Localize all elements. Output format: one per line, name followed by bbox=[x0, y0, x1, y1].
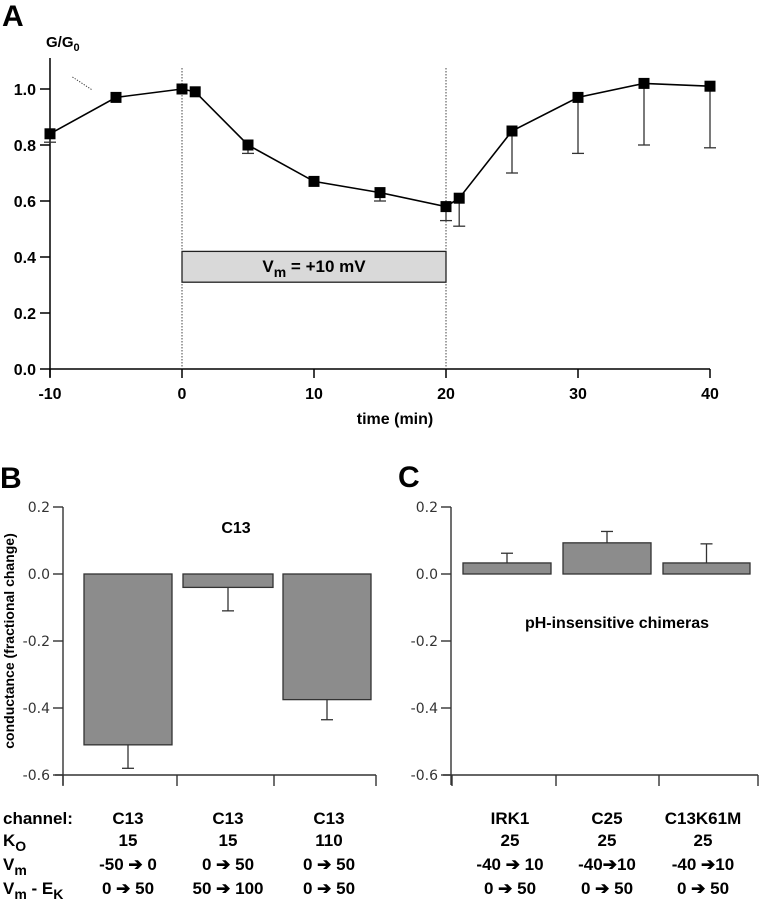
table-cell-vm: -50 ➔ 0 bbox=[99, 855, 157, 874]
panel-label-a: A bbox=[2, 0, 24, 33]
table-cell-ko: 25 bbox=[501, 831, 520, 850]
panel-label-b: B bbox=[0, 462, 22, 495]
table-cell-vm: -40➔10 bbox=[578, 855, 636, 874]
panel-b-bar bbox=[282, 573, 372, 701]
panel-a-data-point bbox=[453, 192, 465, 204]
panel-a-data-point bbox=[308, 175, 320, 187]
panel-b-y-tick-label: -0.6 bbox=[23, 768, 50, 784]
panel-a-data-point bbox=[440, 201, 452, 213]
panel-a-data-point bbox=[506, 125, 518, 137]
panel-b-bar bbox=[83, 573, 173, 746]
panel-a-ylabel: G/G0 bbox=[46, 34, 80, 54]
panel-a-y-tick-label: 0.2 bbox=[14, 306, 36, 323]
panel-b-title: C13 bbox=[221, 520, 250, 537]
panel-a-data-point bbox=[374, 187, 386, 199]
table-cell-vm: 0 ➔ 50 bbox=[303, 855, 355, 874]
panel-b-y-tick-label: 0.2 bbox=[28, 500, 50, 516]
panel-c-plot: 0.2 0.0 -0.2 -0.4 -0.6 bbox=[411, 500, 759, 786]
table-cell-channel: C13 bbox=[313, 809, 344, 828]
table-cell-ko: 25 bbox=[598, 831, 617, 850]
panel-a-y-tick-label: 0.0 bbox=[14, 362, 36, 379]
panel-c-y-tick-label: -0.2 bbox=[411, 634, 438, 650]
table-cell-channel: C13 bbox=[212, 809, 243, 828]
stimulus-box bbox=[181, 250, 447, 283]
panel-a-x-tick-label: 10 bbox=[305, 386, 323, 403]
panel-a-data-point bbox=[572, 91, 584, 103]
panel-c-y-tick-label: 0.2 bbox=[416, 500, 438, 516]
row-label-channel: channel: bbox=[3, 809, 73, 828]
table-cell-channel: C13 bbox=[112, 809, 143, 828]
panel-b-ylabel: conductance (fractional change) bbox=[1, 533, 17, 748]
stimulus-label: Vm = +10 mV bbox=[262, 257, 366, 280]
table-cell-vm-ek: 0 ➔ 50 bbox=[102, 879, 154, 898]
panel-a-x-tick-label: 30 bbox=[569, 386, 587, 403]
panel-b-y-tick-label: -0.4 bbox=[23, 701, 50, 717]
panel-a-x-tick-label: 0 bbox=[178, 386, 187, 403]
panel-a-x-tick-label: -10 bbox=[38, 386, 61, 403]
panel-a-data-point bbox=[176, 83, 188, 95]
table-cell-vm: -40 ➔ 10 bbox=[476, 855, 543, 874]
panel-a-plot: 0.0 0.2 0.4 0.6 0.8 1.0 -10 0 10 20 30 40 Vm = +10 m… bbox=[14, 58, 719, 403]
table-cell-channel: IRK1 bbox=[491, 809, 530, 828]
panel-a-x-tick-label: 20 bbox=[437, 386, 455, 403]
panel-b-y-tick-label: 0.0 bbox=[28, 567, 50, 583]
panel-b-bar bbox=[182, 573, 274, 589]
panel-a-xlabel: time (min) bbox=[357, 411, 433, 428]
panel-b-plot: 0.2 0.0 -0.2 -0.4 -0.6 bbox=[23, 500, 377, 786]
panel-c-bar bbox=[662, 562, 751, 575]
panel-a-data-point bbox=[242, 139, 254, 151]
table-cell-channel: C13K61M bbox=[665, 809, 742, 828]
row-label-vm: Vm bbox=[3, 855, 27, 878]
table-cell-vm: -40 ➔10 bbox=[672, 855, 734, 874]
panel-b-y-tick-label: -0.2 bbox=[23, 634, 50, 650]
table-cell-vm-ek: 0 ➔ 50 bbox=[677, 879, 729, 898]
table-cell-vm: 0 ➔ 50 bbox=[202, 855, 254, 874]
condition-table: channel: KO Vm Vm - EK C13 15 -50 ➔ 0 0 ➔ 5… bbox=[3, 809, 741, 899]
panel-a-data-point bbox=[704, 80, 716, 92]
table-cell-vm-ek: 0 ➔ 50 bbox=[484, 879, 536, 898]
table-cell-ko: 25 bbox=[694, 831, 713, 850]
panel-a-x-tick-label: 40 bbox=[701, 386, 719, 403]
panel-c-y-tick-label: -0.4 bbox=[411, 701, 438, 717]
panel-a-y-tick-label: 0.8 bbox=[14, 138, 36, 155]
table-cell-ko: 15 bbox=[119, 831, 138, 850]
row-label-vm-ek: Vm - EK bbox=[3, 879, 63, 899]
table-cell-vm-ek: 0 ➔ 50 bbox=[581, 879, 633, 898]
panel-a-data-point bbox=[44, 128, 56, 140]
panel-a-y-tick-label: 0.6 bbox=[14, 194, 36, 211]
panel-a-data-point bbox=[110, 91, 122, 103]
panel-a-data-point bbox=[638, 77, 650, 89]
panel-a-y-tick-label: 0.4 bbox=[14, 250, 36, 267]
panel-c-bar bbox=[462, 562, 552, 575]
panel-c-y-tick-label: 0.0 bbox=[416, 567, 438, 583]
stray-dotted-mark bbox=[72, 76, 93, 91]
table-cell-ko: 15 bbox=[219, 831, 238, 850]
table-cell-vm-ek: 50 ➔ 100 bbox=[193, 879, 264, 898]
row-label-ko: KO bbox=[3, 831, 26, 854]
panel-a-data-point bbox=[189, 86, 201, 98]
panel-label-c: C bbox=[398, 461, 420, 494]
panel-a-y-tick-label: 1.0 bbox=[14, 82, 36, 99]
table-cell-channel: C25 bbox=[591, 809, 622, 828]
panel-c-title: pH-insensitive chimeras bbox=[525, 615, 709, 632]
panel-c-y-tick-label: -0.6 bbox=[411, 768, 438, 784]
table-cell-ko: 110 bbox=[315, 831, 342, 850]
table-cell-vm-ek: 0 ➔ 50 bbox=[303, 879, 355, 898]
panel-c-bar bbox=[562, 542, 652, 575]
